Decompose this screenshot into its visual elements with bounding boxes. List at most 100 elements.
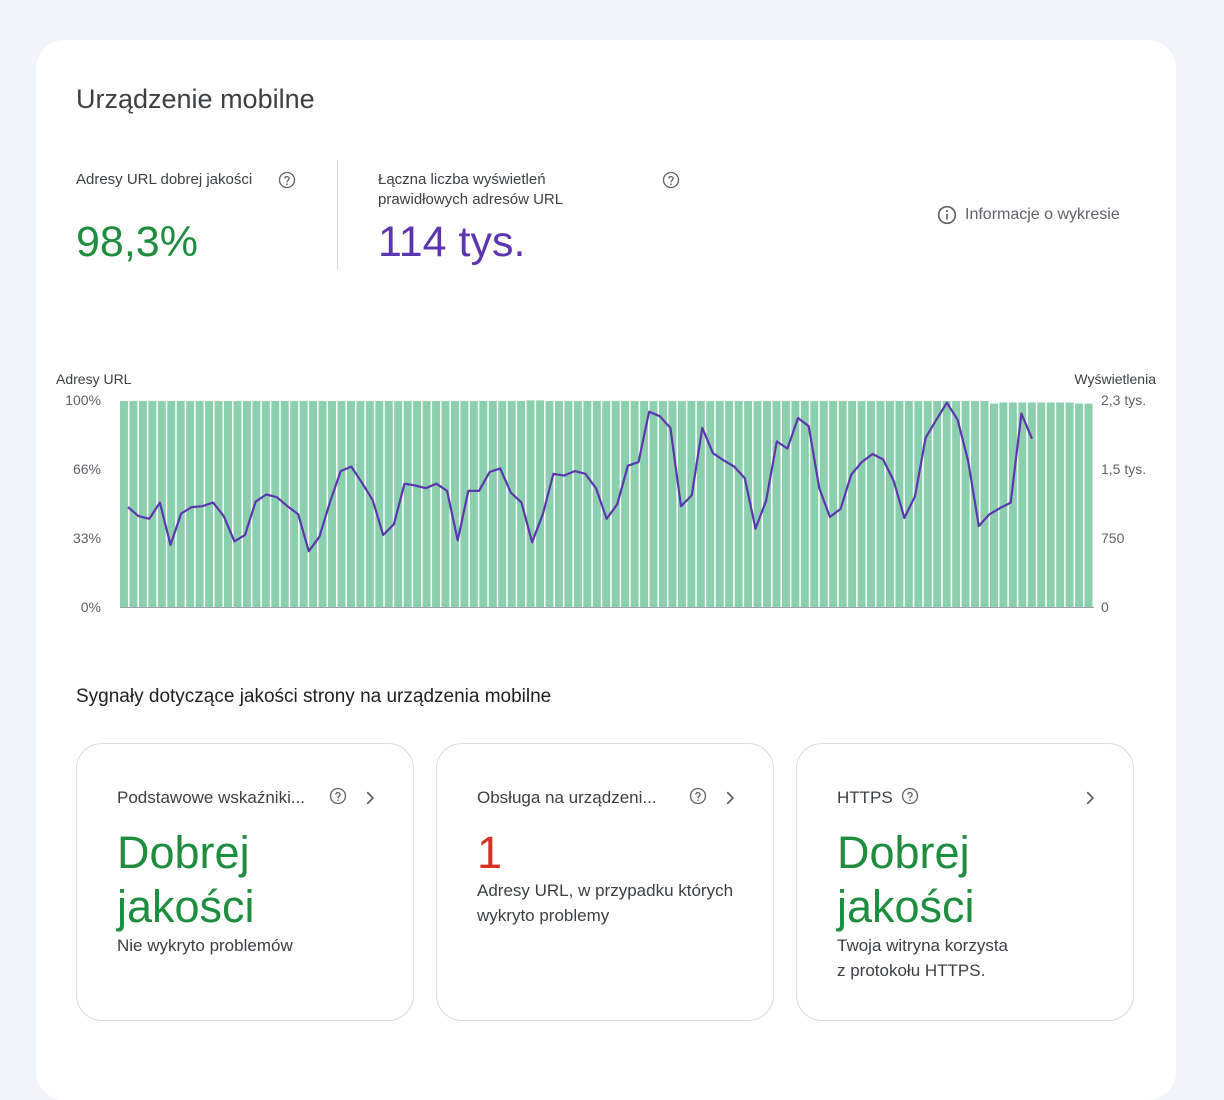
good-urls-bar	[829, 401, 838, 607]
good-urls-bar	[867, 401, 876, 607]
good-urls-bar	[914, 401, 923, 607]
help-circle-icon[interactable]	[689, 787, 707, 805]
good-urls-bar	[384, 401, 393, 607]
good-urls-bar	[186, 401, 195, 607]
good-urls-bar	[176, 401, 185, 607]
good-urls-bar	[195, 401, 204, 607]
signal-card-value-line2: jakości	[117, 881, 255, 932]
good-urls-bar	[1056, 402, 1065, 607]
metric-divider	[337, 160, 338, 270]
metric-impressions-value: 114 tys.	[378, 218, 526, 266]
good-urls-bar	[469, 401, 478, 607]
chart-info-link[interactable]: Informacje o wykresie	[937, 205, 1120, 225]
good-urls-bar	[242, 401, 251, 607]
good-urls-bar	[772, 401, 781, 607]
good-urls-bar	[498, 401, 507, 607]
signal-card-mobile-usability[interactable]: Obsługa na urządzeni... 1 Adresy URL, w …	[436, 743, 774, 1021]
good-urls-bar	[290, 401, 299, 607]
signal-card-value: Dobrej jakości	[117, 826, 255, 934]
signal-card-label: Obsługa na urządzeni...	[477, 788, 657, 807]
left-axis-tick-label: 66%	[73, 461, 101, 477]
signal-card-value-line1: Dobrej	[837, 827, 970, 878]
good-urls-bar	[687, 401, 696, 607]
left-axis-tick-label: 33%	[73, 530, 101, 546]
good-urls-bar	[753, 401, 762, 607]
impressions-series-line	[127, 401, 1034, 553]
good-urls-bar	[744, 401, 753, 607]
good-urls-bar	[526, 400, 535, 607]
signal-card-description-line1: Adresy URL, w przypadku których	[477, 881, 734, 900]
good-urls-bar	[904, 401, 913, 607]
signals-section-title: Sygnały dotyczące jakości strony na urzą…	[76, 686, 552, 707]
metric-impressions-label-line2: prawidłowych adresów URL	[378, 191, 564, 208]
good-urls-bar	[318, 401, 327, 607]
help-circle-icon[interactable]	[901, 787, 919, 805]
right-axis-tick-label: 1,5 tys.	[1101, 461, 1146, 477]
signal-card-core-web-vitals[interactable]: Podstawowe wskaźniki... Dobrej jakości N…	[76, 743, 414, 1021]
good-urls-bar	[356, 401, 365, 607]
good-urls-bar	[403, 401, 412, 607]
good-urls-bar	[214, 401, 223, 607]
metric-impressions-label: Łączna liczba wyświetleń prawidłowych ad…	[378, 170, 563, 210]
good-urls-bar	[1065, 402, 1074, 607]
mobile-device-panel: Urządzenie mobilne Adresy URL dobrej jak…	[36, 40, 1176, 1100]
good-urls-bar	[1075, 403, 1084, 607]
good-urls-bar	[138, 401, 147, 607]
signal-card-value: Dobrej jakości	[837, 826, 975, 934]
good-urls-bar	[309, 401, 318, 607]
good-urls-bar	[120, 401, 128, 607]
good-urls-bar	[649, 401, 658, 607]
good-urls-bar	[224, 401, 232, 607]
good-urls-bar	[450, 401, 459, 607]
signal-card-value: 1	[477, 827, 503, 878]
good-urls-bar	[337, 401, 346, 607]
good-urls-bar	[564, 401, 573, 607]
metric-good-urls-label: Adresy URL dobrej jakości	[76, 171, 253, 188]
good-urls-bar	[980, 401, 989, 607]
help-circle-icon[interactable]	[329, 787, 347, 805]
help-circle-icon[interactable]	[278, 171, 296, 189]
left-axis-tick-label: 100%	[65, 392, 101, 408]
good-urls-bar	[432, 401, 441, 607]
signal-card-https[interactable]: HTTPS Dobrej jakości Twoja witryna korzy…	[796, 743, 1134, 1021]
good-urls-bar	[167, 401, 176, 607]
good-urls-bar	[592, 401, 601, 607]
good-urls-bar	[706, 401, 715, 607]
good-urls-bar	[536, 400, 545, 607]
panel-title: Urządzenie mobilne	[76, 84, 315, 114]
good-urls-bar	[583, 401, 592, 607]
good-urls-bar	[261, 401, 270, 607]
good-urls-bar	[876, 401, 885, 607]
good-urls-bar	[933, 401, 942, 607]
signal-card-description: Nie wykryto problemów	[117, 936, 293, 955]
good-urls-bar	[545, 401, 554, 607]
good-urls-bar	[507, 401, 516, 607]
good-urls-bar	[233, 401, 242, 607]
help-circle-icon[interactable]	[662, 171, 680, 189]
chart-info-label: Informacje o wykresie	[965, 206, 1120, 223]
chevron-right-icon[interactable]	[1081, 788, 1099, 808]
signal-card-description-line2: wykryto problemy	[477, 906, 610, 925]
chevron-right-icon[interactable]	[721, 788, 739, 808]
good-urls-bar	[791, 401, 800, 607]
good-urls-bar	[252, 401, 261, 607]
chevron-right-icon[interactable]	[361, 788, 379, 808]
good-urls-bar	[441, 401, 450, 607]
signal-card-value-line1: Dobrej	[117, 827, 250, 878]
good-urls-bar	[857, 401, 866, 607]
good-urls-bar	[602, 401, 611, 607]
good-urls-bar	[1008, 402, 1017, 607]
left-axis-title: Adresy URL	[56, 371, 132, 387]
good-urls-bar	[554, 401, 563, 607]
good-urls-bar	[299, 401, 308, 607]
signal-card-description: Adresy URL, w przypadku których wykryto …	[477, 878, 733, 928]
signal-card-label: Podstawowe wskaźniki...	[117, 788, 306, 807]
good-urls-bar	[1037, 402, 1046, 607]
good-urls-bar	[573, 401, 582, 607]
good-urls-bar	[1027, 402, 1036, 607]
good-urls-bar	[715, 401, 724, 607]
good-urls-bar	[725, 401, 734, 607]
metric-impressions-label-line1: Łączna liczba wyświetleń	[378, 171, 546, 188]
good-urls-bar	[630, 401, 639, 607]
good-urls-bar	[696, 401, 705, 607]
